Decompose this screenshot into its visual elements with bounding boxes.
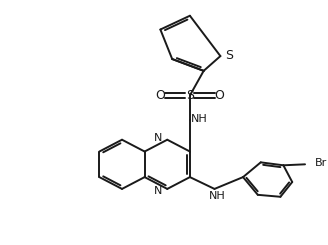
Text: S: S [186, 89, 194, 102]
Text: N: N [154, 133, 162, 143]
Text: NH: NH [209, 191, 226, 201]
Text: N: N [154, 186, 162, 196]
Text: Br: Br [315, 158, 327, 168]
Text: O: O [215, 89, 224, 102]
Text: S: S [225, 49, 233, 61]
Text: NH: NH [190, 114, 207, 124]
Text: O: O [155, 89, 165, 102]
